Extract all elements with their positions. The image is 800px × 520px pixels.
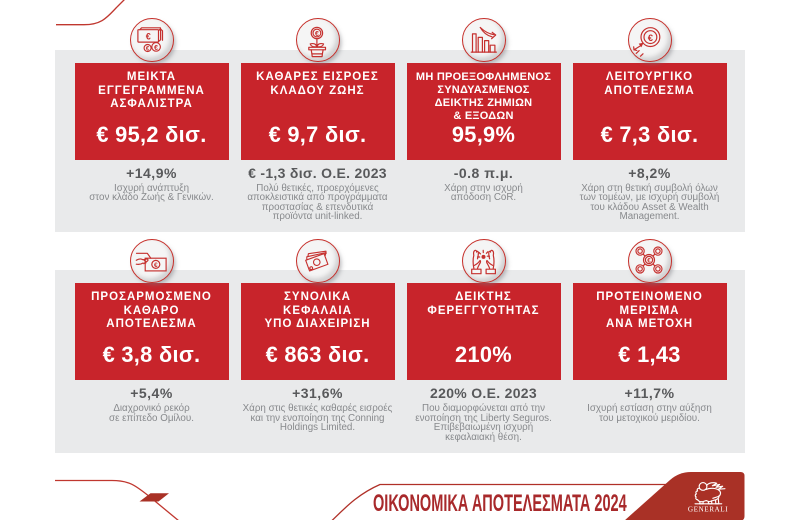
- svg-text:€: €: [648, 33, 654, 44]
- svg-text:GENERALI: GENERALI: [688, 505, 728, 513]
- svg-text:€: €: [647, 257, 651, 264]
- svg-text:€: €: [146, 32, 151, 42]
- svg-text:€: €: [315, 31, 319, 38]
- svg-text:€: €: [146, 46, 150, 53]
- svg-text:€: €: [154, 45, 158, 52]
- svg-text:€: €: [154, 262, 158, 269]
